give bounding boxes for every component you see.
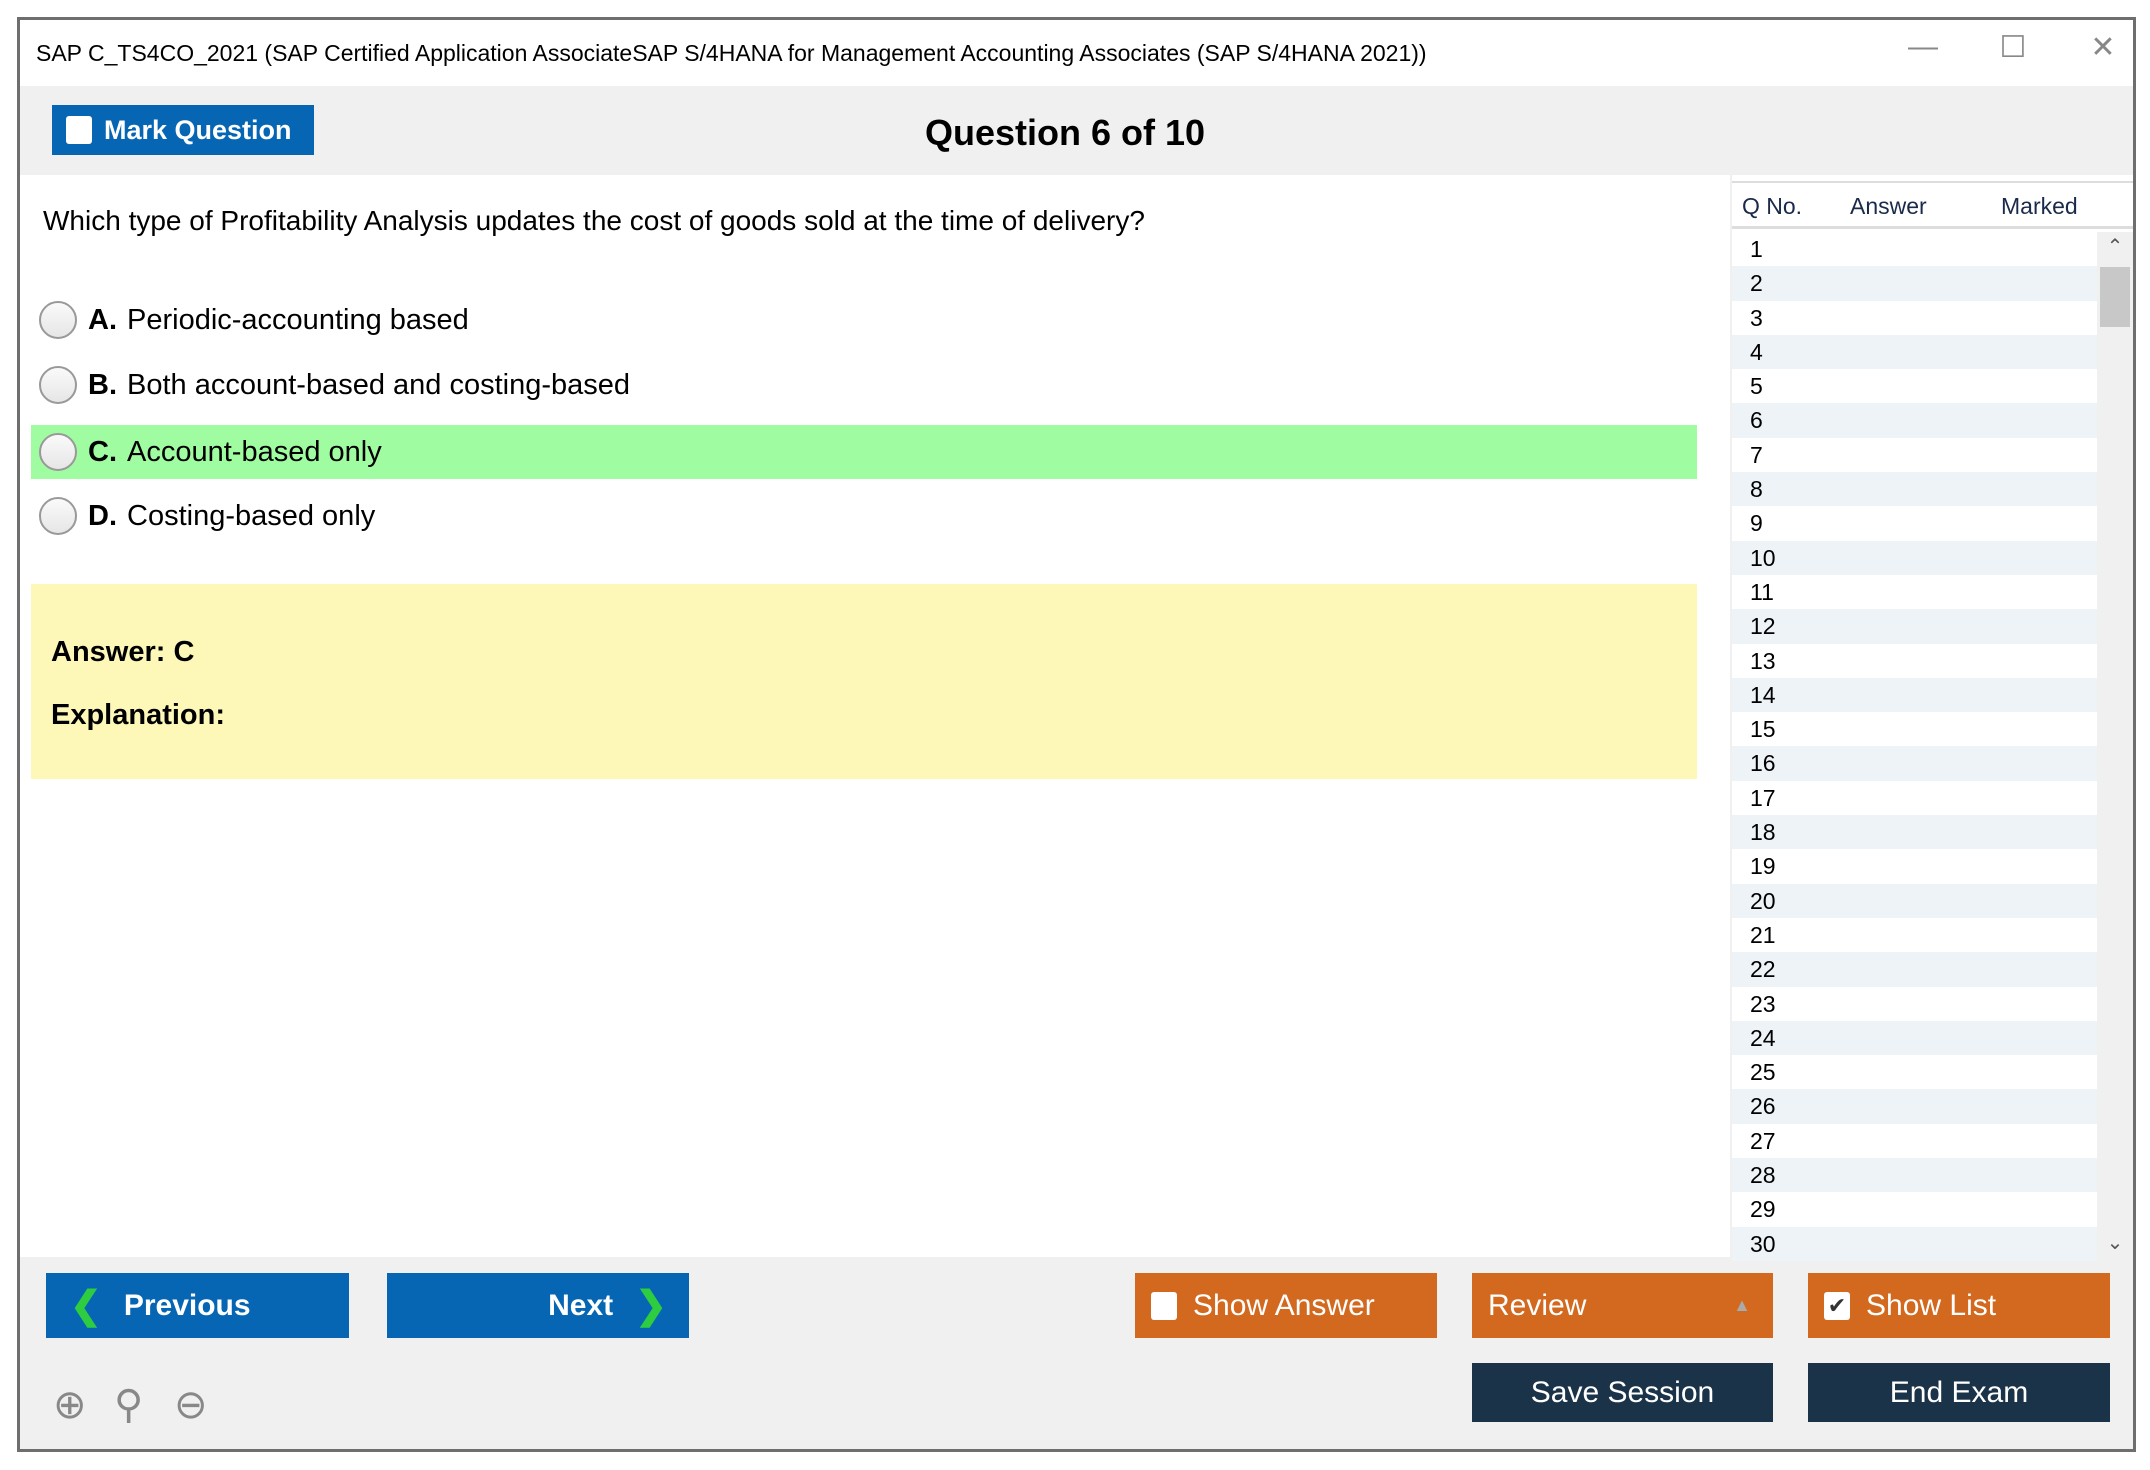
end-exam-button[interactable]: End Exam: [1808, 1363, 2110, 1422]
radio-button[interactable]: [39, 497, 77, 535]
option-letter: D.: [88, 499, 117, 532]
list-row[interactable]: 14: [1732, 677, 2097, 713]
scrollbar[interactable]: ⌃ ⌄: [2097, 232, 2133, 1257]
checkbox-icon[interactable]: [1151, 1291, 1177, 1320]
mark-question-button[interactable]: Mark Question: [52, 105, 314, 155]
chevron-right-icon: ❯: [635, 1285, 667, 1327]
list-header: Q No. Answer Marked: [1732, 181, 2133, 229]
answer-box: Answer: C Explanation:: [31, 584, 1697, 779]
list-row[interactable]: 22: [1732, 952, 2097, 987]
option-letter: A.: [88, 303, 117, 336]
list-row[interactable]: 27: [1750, 1127, 1776, 1154]
option-letter: C.: [88, 435, 117, 468]
chevron-left-icon: ❮: [70, 1285, 102, 1327]
list-row[interactable]: 24: [1732, 1020, 2097, 1056]
list-row[interactable]: 12: [1732, 609, 2097, 644]
scroll-down-icon[interactable]: ⌄: [2106, 1232, 2124, 1254]
question-list: Q No. Answer Marked 1 2 3 4 5 6 7 8 9 10 11 12 13 14 1…: [1732, 175, 2133, 1261]
answer-label: Answer: C: [51, 636, 195, 668]
scroll-up-icon[interactable]: ⌃: [2106, 236, 2124, 258]
option-text: Account-based only: [127, 435, 382, 468]
list-row[interactable]: 1: [1750, 236, 1763, 262]
list-row[interactable]: 3: [1750, 304, 1763, 331]
previous-button[interactable]: ❮ Previous: [46, 1273, 349, 1338]
option-b[interactable]: B. Both account-based and costing-based: [31, 358, 1697, 412]
app-window: SAP C_TS4CO_2021 (SAP Certified Applicat…: [17, 17, 2136, 1452]
list-row[interactable]: 11: [1750, 578, 1774, 605]
save-session-label: Save Session: [1530, 1375, 1715, 1409]
caret-up-icon: ▲: [1733, 1295, 1751, 1315]
option-c[interactable]: C. Account-based only: [31, 425, 1697, 479]
review-label: Review: [1488, 1288, 1587, 1322]
list-row[interactable]: 26: [1732, 1089, 2097, 1124]
minimize-icon[interactable]: —: [1908, 30, 1938, 63]
window-title: SAP C_TS4CO_2021 (SAP Certified Applicat…: [36, 40, 1427, 66]
list-row[interactable]: 7: [1750, 441, 1763, 468]
list-row[interactable]: 21: [1750, 921, 1776, 948]
show-answer-button[interactable]: Show Answer: [1135, 1273, 1437, 1338]
list-row[interactable]: 15: [1750, 716, 1776, 743]
list-row[interactable]: 17: [1750, 784, 1776, 811]
header-qno[interactable]: Q No.: [1742, 193, 1803, 219]
zoom-out-icon[interactable]: ⊖: [174, 1383, 208, 1427]
zoom-in-icon[interactable]: ⊕: [53, 1383, 87, 1427]
radio-button[interactable]: [39, 366, 77, 404]
zoom-reset-icon[interactable]: ⚲: [114, 1383, 144, 1427]
explanation-label: Explanation:: [51, 699, 226, 731]
list-row[interactable]: 19: [1750, 853, 1776, 880]
checkbox-icon: [66, 116, 92, 144]
option-text: Both account-based and costing-based: [127, 368, 631, 401]
question-text: Which type of Profitability Analysis upd…: [43, 205, 1145, 236]
list-row[interactable]: 18: [1732, 815, 2097, 850]
list-row[interactable]: 2: [1732, 266, 2097, 301]
show-list-button[interactable]: ✔ Show List: [1808, 1273, 2110, 1338]
save-session-button[interactable]: Save Session: [1472, 1363, 1773, 1422]
list-row[interactable]: 23: [1750, 990, 1776, 1017]
previous-label: Previous: [123, 1288, 251, 1322]
title-bar: SAP C_TS4CO_2021 (SAP Certified Applicat…: [20, 20, 2133, 86]
list-row[interactable]: 30: [1732, 1226, 2097, 1261]
review-button[interactable]: Review ▲: [1472, 1273, 1773, 1338]
toolbar: Mark Question Question 6 of 10: [20, 86, 2133, 175]
show-list-label: Show List: [1866, 1288, 1997, 1322]
end-exam-label: End Exam: [1889, 1375, 2029, 1409]
option-text: Costing-based only: [127, 499, 376, 532]
next-button[interactable]: Next ❯: [387, 1273, 689, 1338]
list-row[interactable]: 5: [1750, 373, 1763, 400]
option-a[interactable]: A. Periodic-accounting based: [31, 293, 1697, 347]
option-letter: B.: [88, 368, 117, 401]
header-answer[interactable]: Answer: [1850, 193, 1927, 219]
list-row[interactable]: 9: [1750, 510, 1763, 537]
option-d[interactable]: D. Costing-based only: [31, 489, 1697, 543]
scroll-thumb[interactable]: [2100, 267, 2130, 327]
maximize-icon[interactable]: ☐: [1999, 31, 2027, 64]
list-row[interactable]: 16: [1732, 746, 2097, 781]
list-row[interactable]: 4: [1732, 334, 2097, 370]
close-icon[interactable]: ✕: [2090, 31, 2116, 64]
option-text: Periodic-accounting based: [127, 303, 469, 336]
question-counter: Question 6 of 10: [924, 112, 1206, 153]
show-answer-label: Show Answer: [1193, 1288, 1375, 1322]
list-row[interactable]: 25: [1750, 1059, 1776, 1086]
radio-button[interactable]: [39, 433, 77, 471]
mark-question-label: Mark Question: [104, 114, 292, 145]
checkbox-checked-icon[interactable]: ✔: [1824, 1291, 1850, 1320]
header-marked[interactable]: Marked: [2001, 193, 2078, 219]
list-row[interactable]: 28: [1732, 1158, 2097, 1193]
list-row[interactable]: 20: [1732, 883, 2097, 918]
list-row[interactable]: 6: [1732, 403, 2097, 438]
list-row[interactable]: 13: [1750, 647, 1776, 674]
list-rows: 1 2 3 4 5 6 7 8 9 10 11 12 13 14 15 16 17 18 19 20 21 22 23 24 2…: [1732, 232, 2097, 1261]
radio-button[interactable]: [39, 301, 77, 339]
next-label: Next: [548, 1288, 614, 1322]
question-panel: Which type of Profitability Analysis upd…: [20, 175, 1730, 1257]
list-row[interactable]: 8: [1732, 472, 2097, 507]
list-row[interactable]: 29: [1750, 1196, 1776, 1223]
list-row[interactable]: 10: [1732, 540, 2097, 575]
